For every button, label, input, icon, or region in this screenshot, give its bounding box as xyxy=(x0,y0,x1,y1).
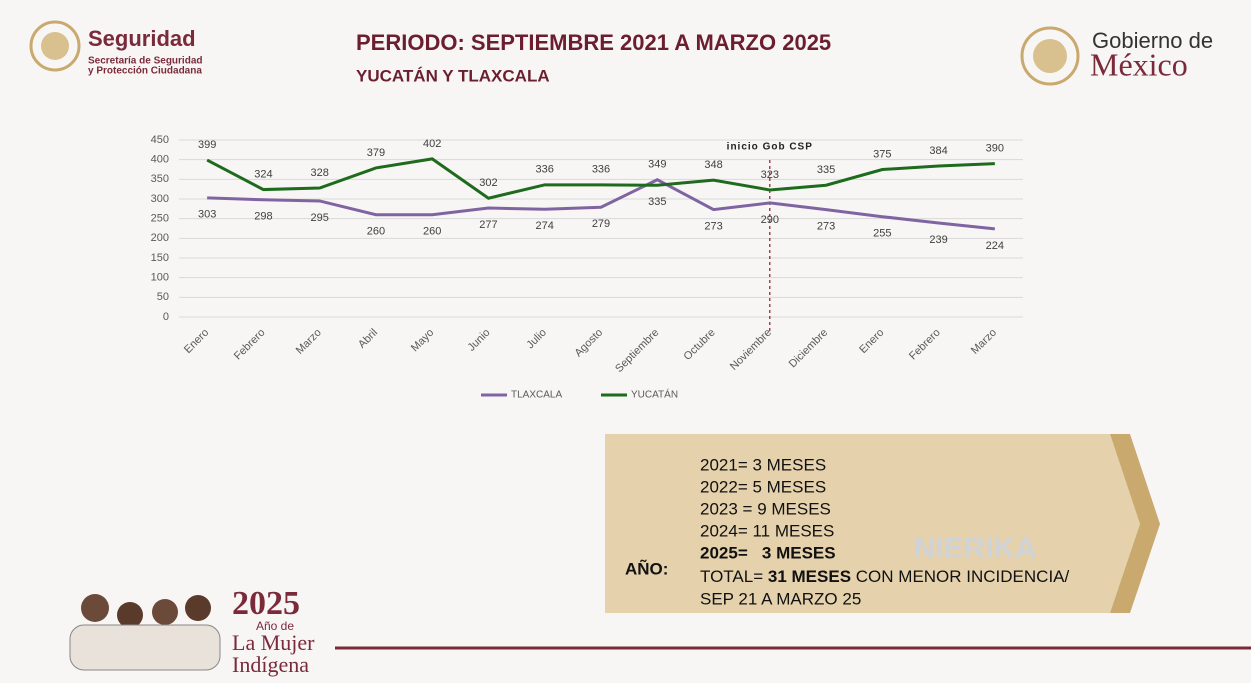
x-tick-label: Julio xyxy=(524,327,548,351)
value-label: 273 xyxy=(704,221,722,233)
value-label: 384 xyxy=(929,145,947,157)
value-label: 335 xyxy=(817,164,835,176)
illustration xyxy=(69,594,221,671)
y-tick-label: 200 xyxy=(151,232,169,244)
legend-label: TLAXCALA xyxy=(511,390,562,401)
summary-label: AÑO: xyxy=(625,558,668,578)
value-label: 336 xyxy=(536,164,554,176)
summary-line: 2022= 5 MESES xyxy=(700,477,826,496)
y-tick-label: 150 xyxy=(151,252,169,264)
y-tick-label: 50 xyxy=(157,291,169,303)
value-label: 290 xyxy=(761,214,779,226)
value-label: 328 xyxy=(310,167,328,179)
seal-left-inner xyxy=(41,32,69,60)
y-tick-label: 250 xyxy=(151,213,169,225)
value-label: 390 xyxy=(986,143,1004,155)
chart: 0 50 100 150 200 250 300 350 400 450 Enero Febrero M… xyxy=(151,134,1023,401)
x-tick-label: Enero xyxy=(857,327,886,356)
x-tick-label: Febrero xyxy=(232,327,268,363)
seal-left xyxy=(29,20,81,72)
value-label: 279 xyxy=(592,218,610,230)
x-tick-label: Mayo xyxy=(409,327,437,355)
y-tick-label: 300 xyxy=(151,193,169,205)
x-tick-label: Noviembre xyxy=(728,327,774,373)
value-label: 379 xyxy=(367,147,385,159)
subtitle: YUCATÁN Y TLAXCALA xyxy=(356,66,550,85)
value-label: 224 xyxy=(986,240,1004,252)
legend-label: YUCATÁN xyxy=(631,388,678,401)
total-bold: 31 MESES xyxy=(768,567,851,586)
x-tick-label: Febrero xyxy=(907,327,943,363)
annotation: inicio Gob CSP xyxy=(727,142,813,153)
watermark: NIERIKA xyxy=(913,532,1036,565)
value-label: 349 xyxy=(648,159,666,171)
y-tick-label: 0 xyxy=(163,311,169,323)
x-tick-label: Octubre xyxy=(682,327,718,363)
brand-left: Seguridad xyxy=(88,26,196,51)
value-label: 324 xyxy=(254,168,272,180)
value-label: 274 xyxy=(536,220,554,232)
x-tick-label: Enero xyxy=(182,327,211,356)
seal-right-inner xyxy=(1033,39,1067,73)
brand-right-top: Gobierno de xyxy=(1092,28,1213,53)
value-label: 277 xyxy=(479,219,497,231)
summary-arrow xyxy=(1110,434,1160,613)
total-label: TOTAL= xyxy=(700,567,763,586)
x-tick-label: Marzo xyxy=(294,327,324,357)
value-label: 273 xyxy=(817,221,835,233)
y-tick-label: 450 xyxy=(151,134,169,146)
x-tick-label: Septiembre xyxy=(613,327,661,375)
x-tick-label: Diciembre xyxy=(787,327,830,370)
value-label: 255 xyxy=(873,228,891,240)
value-label: 298 xyxy=(254,211,272,223)
value-label: 239 xyxy=(929,234,947,246)
series-line xyxy=(206,157,995,200)
summary-box xyxy=(605,434,1140,613)
title: PERIODO: SEPTIEMBRE 2021 A MARZO 2025 xyxy=(356,30,831,55)
value-label: 335 xyxy=(648,196,666,208)
summary-line: 2024= 11 MESES xyxy=(700,521,834,540)
value-label: 399 xyxy=(198,139,216,151)
value-label: 260 xyxy=(367,226,385,238)
brand-left-sub: Secretaría de Seguridad xyxy=(88,56,203,67)
x-tick-label: Junio xyxy=(466,327,493,354)
x-tick-label: Abril xyxy=(356,327,380,351)
value-label: 302 xyxy=(479,177,497,189)
footer-line: Año de xyxy=(256,619,294,633)
x-tick-label: Agosto xyxy=(572,327,605,360)
value-label: 295 xyxy=(310,212,328,224)
summary-line: 2023 = 9 MESES xyxy=(700,499,831,518)
summary-line: 2021= 3 MESES xyxy=(700,455,826,474)
value-label: 336 xyxy=(592,164,610,176)
summary-range: SEP 21 A MARZO 25 xyxy=(700,589,861,608)
value-label: 303 xyxy=(198,209,216,221)
summary-bold-line: 2025= 3 MESES xyxy=(700,543,836,562)
value-label: 402 xyxy=(423,138,441,150)
footer-line: La Mujer xyxy=(232,630,315,655)
x-tick-label: Marzo xyxy=(969,327,999,357)
brand-right: México xyxy=(1090,46,1188,82)
y-tick-label: 350 xyxy=(151,173,169,185)
value-label: 323 xyxy=(761,169,779,181)
value-label: 260 xyxy=(423,226,441,238)
footer-line: Indígena xyxy=(232,652,309,677)
y-tick-label: 100 xyxy=(151,272,169,284)
summary-total: TOTAL= 31 MESES CON MENOR INCIDENCIA/ xyxy=(700,567,1070,586)
value-label: 375 xyxy=(873,148,891,160)
footer-year: 2025 xyxy=(232,585,300,622)
brand-left-sub: y Protección Ciudadana xyxy=(88,66,202,77)
series-line xyxy=(207,178,996,231)
value-label: 348 xyxy=(704,159,722,171)
total-rest: CON MENOR INCIDENCIA/ xyxy=(856,567,1070,586)
seal-right xyxy=(1020,26,1080,86)
y-tick-label: 400 xyxy=(151,154,169,166)
